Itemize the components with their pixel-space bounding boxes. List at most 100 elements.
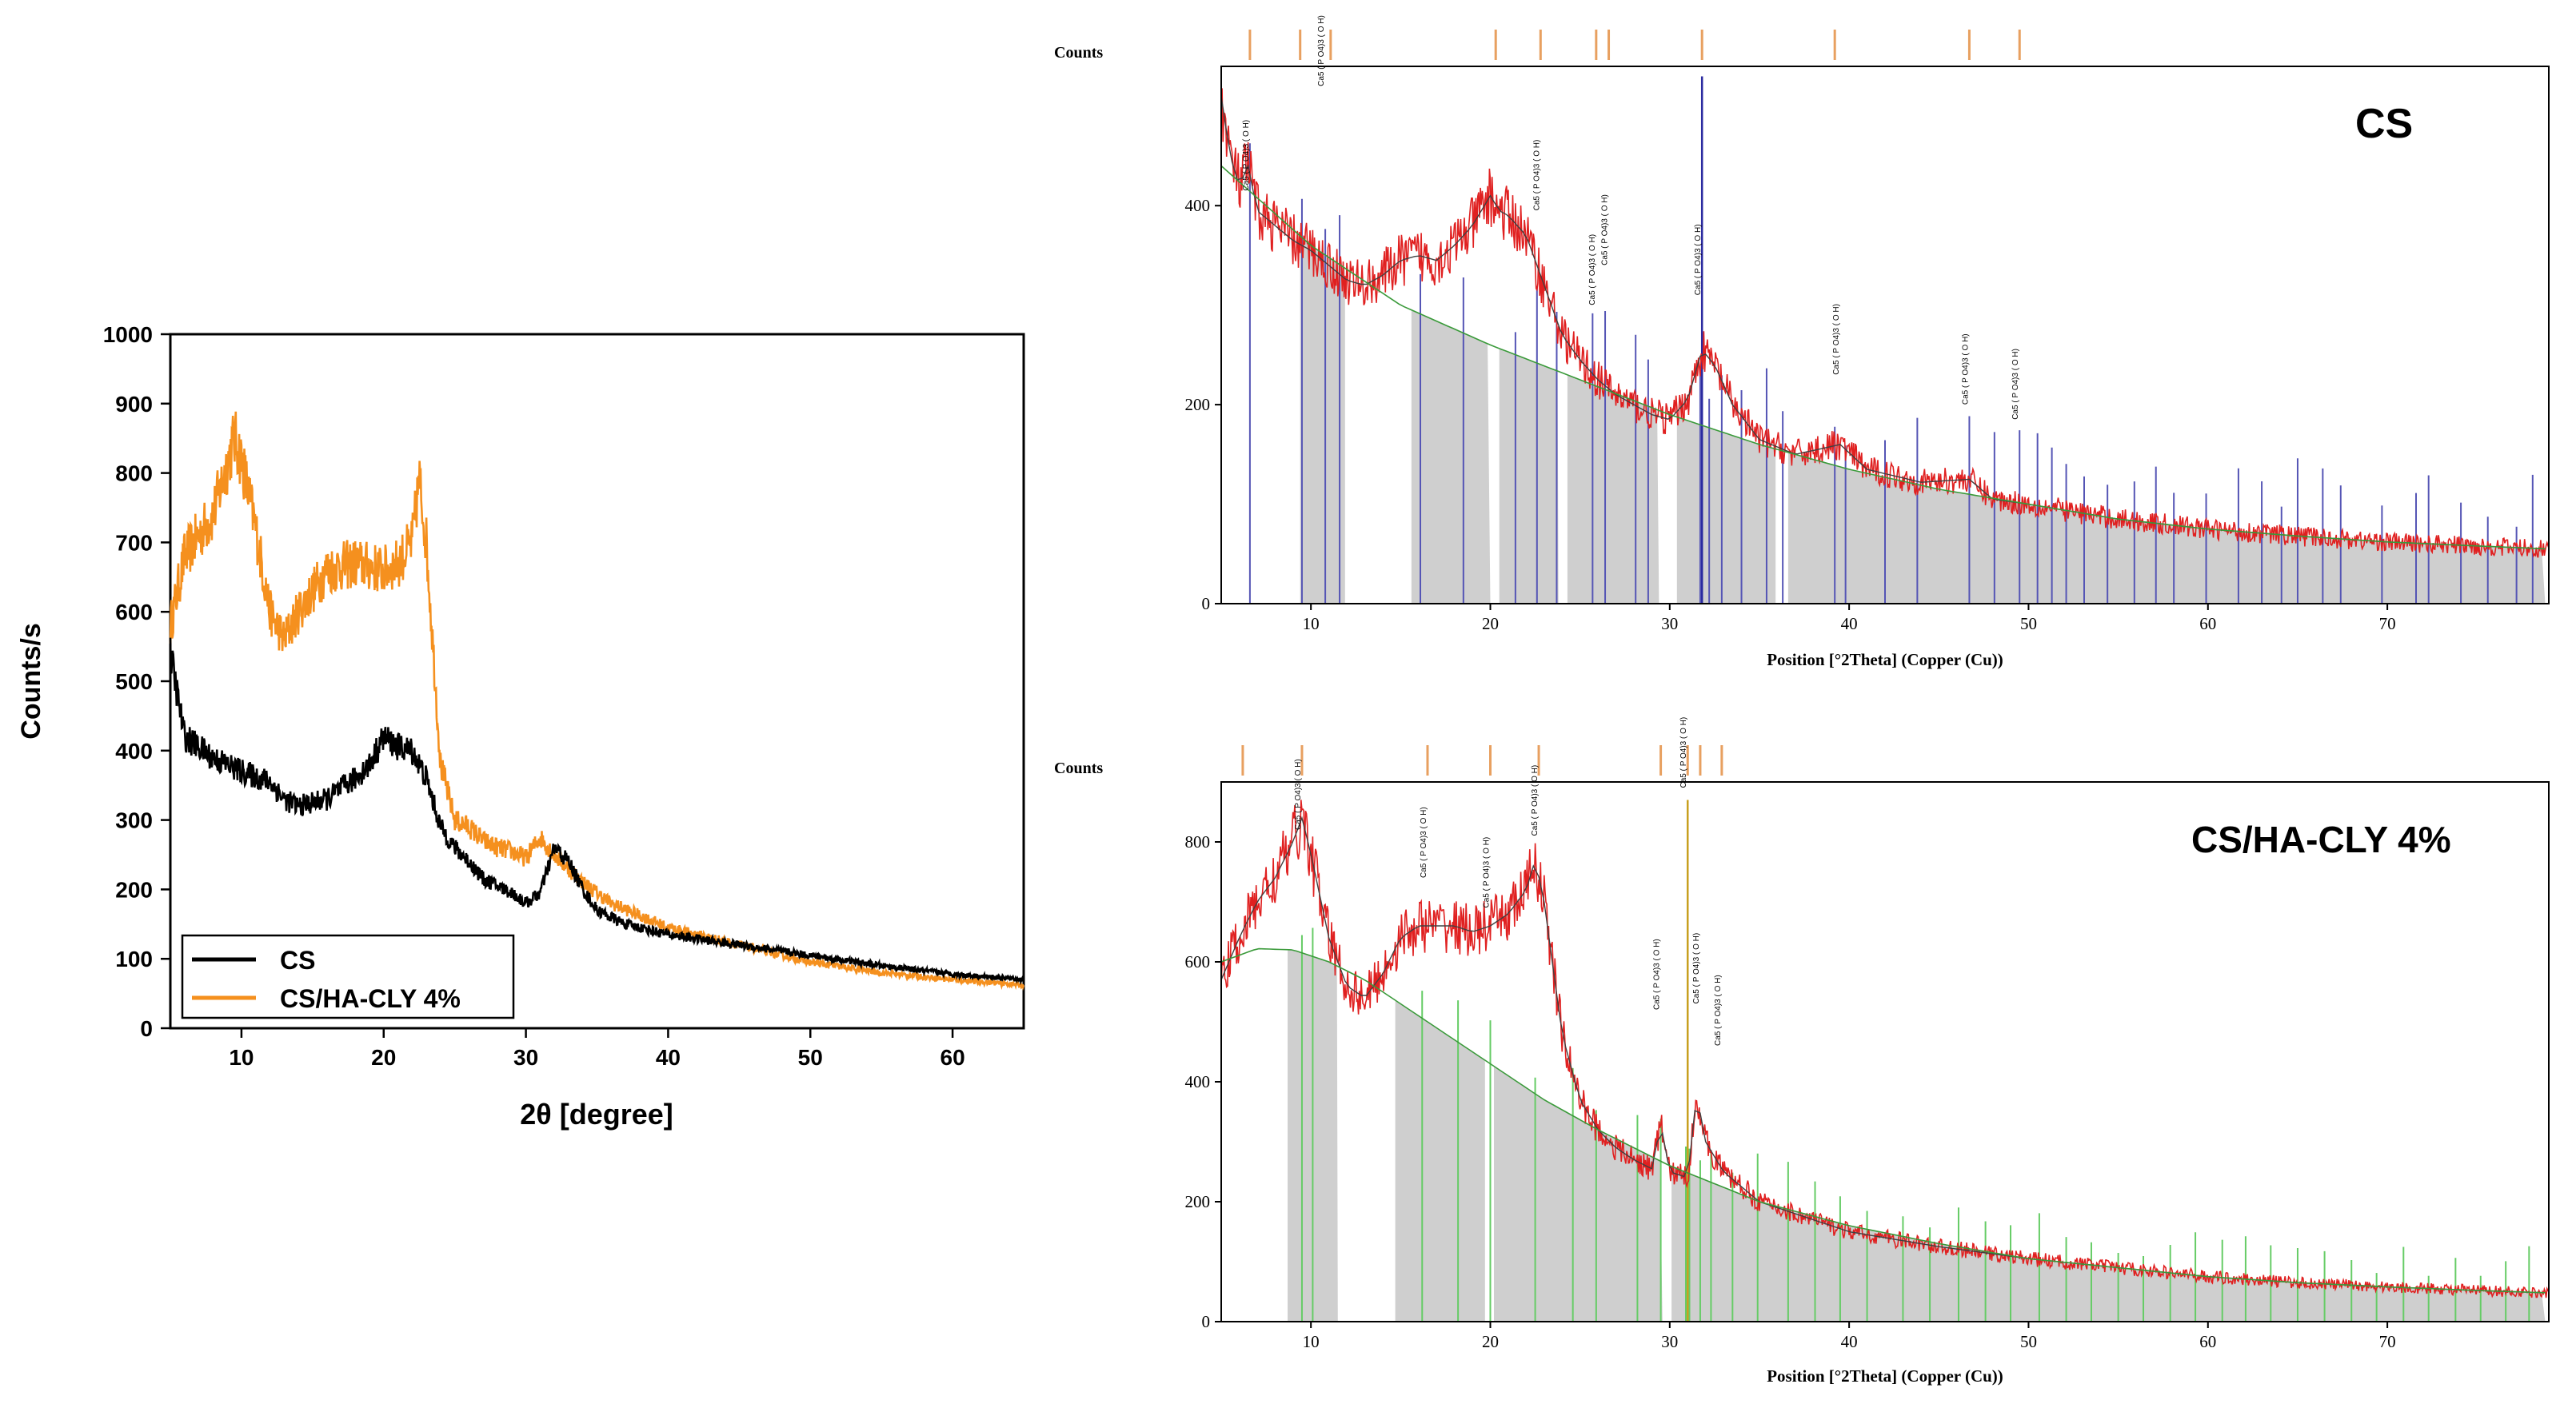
bottom-right-chart: Counts 0 200 400 600 800 10 20 30 40 50 60 70 Ca5 (…: [1054, 717, 2550, 1386]
tr-peak-label: Ca5 ( P O4)3 ( O H): [1242, 120, 1251, 191]
tr-x-tick-label: 10: [1303, 614, 1320, 633]
tr-peak-label: Ca5 ( P O4)3 ( O H): [1532, 140, 1541, 211]
br-peak-label: Ca5 ( P O4)3 ( O H): [1714, 975, 1723, 1046]
left-series-group: [169, 411, 1025, 991]
bottom-right-axis-ticks: 0 200 400 600 800 10 20 30 40 50 60 70: [1185, 832, 2396, 1351]
left-y-axis-label: Counts/s: [16, 623, 46, 739]
br-peak-label: Ca5 ( P O4)3 ( O H): [1692, 933, 1701, 1004]
tr-peak-label: Ca5 ( P O4)3 ( O H): [1601, 194, 1610, 265]
tr-peak-label: Ca5 ( P O4)3 ( O H): [1961, 333, 1970, 405]
tr-observed-line: [1220, 87, 2550, 558]
br-x-tick-label: 70: [2379, 1332, 2396, 1351]
top-right-peak-labels: Ca5 ( P O4)3 ( O H) Ca5 ( P O4)3 ( O H) Ca…: [1242, 15, 2020, 420]
br-y-tick-label: 600: [1185, 952, 1211, 971]
br-y-tick-label: 200: [1185, 1192, 1211, 1211]
bottom-right-peak-labels: Ca5 ( P O4)3 ( O H) Ca5 ( P O4)3 ( O H) Ca…: [1294, 717, 1723, 1046]
legend-label-cs: CS: [280, 946, 315, 975]
br-x-tick-label: 50: [2020, 1332, 2037, 1351]
left-y-tick-label: 300: [115, 808, 153, 833]
br-peak-label: Ca5 ( P O4)3 ( O H): [1679, 717, 1688, 788]
tr-gray-band: [1787, 452, 2546, 604]
tr-x-tick-label: 70: [2379, 614, 2396, 633]
bottom-right-top-markers: [1241, 745, 1723, 776]
br-y-tick-label: 0: [1202, 1312, 1211, 1331]
br-peak-label: Ca5 ( P O4)3 ( O H): [1483, 837, 1492, 908]
bottom-right-title: CS/HA-CLY 4%: [2191, 819, 2451, 860]
br-x-tick-label: 60: [2199, 1332, 2216, 1351]
left-y-tick-label: 600: [115, 600, 153, 624]
tr-peak-label: Ca5 ( P O4)3 ( O H): [1588, 234, 1597, 305]
left-legend-box: [181, 934, 515, 1019]
tr-gray-band: [1567, 374, 1659, 604]
tr-gray-band: [1411, 309, 1491, 604]
left-y-tick-label: 900: [115, 392, 153, 417]
tr-gray-band: [1499, 348, 1559, 604]
left-legend: CS CS/HA-CLY 4%: [181, 934, 515, 1019]
top-right-x-axis-label: Position [°2Theta] (Copper (Cu)): [1767, 650, 2003, 669]
bottom-right-plot-frame: [1220, 781, 2550, 1322]
top-right-chart: Counts 0 200 400 10 20 30 40 50 60 70 Ca5 ( P O4)…: [1054, 15, 2550, 669]
left-y-tick-label: 500: [115, 669, 153, 694]
left-y-tick-label: 800: [115, 461, 153, 486]
br-gray-band: [1671, 1166, 2546, 1322]
br-y-tick-label: 400: [1185, 1072, 1211, 1091]
bottom-right-y-axis-label: Counts: [1054, 760, 1103, 777]
br-x-tick-label: 20: [1482, 1332, 1499, 1351]
left-x-tick-label: 50: [798, 1045, 823, 1070]
br-peak-label: Ca5 ( P O4)3 ( O H): [1653, 939, 1662, 1010]
tr-peak-label: Ca5 ( P O4)3 ( O H): [2011, 349, 2020, 420]
top-right-y-axis-label: Counts: [1054, 44, 1103, 62]
left-y-tick-label: 400: [115, 739, 153, 764]
bottom-right-series-group: [1220, 800, 2550, 1298]
left-x-tick-label: 30: [513, 1045, 538, 1070]
br-x-tick-label: 30: [1661, 1332, 1678, 1351]
tr-x-tick-label: 30: [1661, 614, 1678, 633]
left-x-tick-label: 40: [656, 1045, 681, 1070]
br-peak-label: Ca5 ( P O4)3 ( O H): [1531, 765, 1540, 836]
br-gray-band: [1395, 1000, 1485, 1322]
left-axis-ticks: 0 100 200 300 400 500 600 700 800 900 1000 10 20 30 40…: [103, 322, 965, 1070]
tr-gray-band: [1300, 236, 1345, 604]
br-background-line: [1220, 947, 2546, 1294]
top-right-plot-frame: [1220, 66, 2550, 604]
legend-label-cs-ha-cly: CS/HA-CLY 4%: [280, 984, 461, 1013]
left-x-tick-label: 10: [229, 1045, 254, 1070]
tr-y-tick-label: 400: [1185, 196, 1211, 215]
tr-background-line: [1220, 165, 2546, 550]
left-y-tick-label: 200: [115, 877, 153, 902]
top-right-series-group: [1220, 87, 2550, 558]
top-right-gray-bands: [1300, 236, 2546, 604]
br-peak-label: Ca5 ( P O4)3 ( O H): [1294, 759, 1303, 830]
bottom-right-x-axis-label: Position [°2Theta] (Copper (Cu)): [1767, 1366, 2003, 1386]
tr-x-tick-label: 50: [2020, 614, 2037, 633]
top-right-reference-lines: [1248, 76, 2534, 604]
top-right-top-markers: [1248, 30, 2021, 60]
br-x-tick-label: 40: [1841, 1332, 1858, 1351]
br-gray-band: [1494, 1066, 1663, 1322]
bottom-right-reference-lines: [1300, 800, 2530, 1322]
tr-x-tick-label: 60: [2199, 614, 2216, 633]
left-y-tick-label: 100: [115, 947, 153, 971]
br-peak-label: Ca5 ( P O4)3 ( O H): [1420, 807, 1428, 878]
bottom-right-gray-bands: [1288, 949, 2546, 1322]
left-plot-frame: [169, 333, 1025, 1030]
tr-peak-label: Ca5 ( P O4)3 ( O H): [1317, 15, 1326, 86]
top-right-axis-ticks: 0 200 400 10 20 30 40 50 60 70: [1185, 196, 2396, 633]
left-x-tick-label: 60: [941, 1045, 965, 1070]
tr-peak-label: Ca5 ( P O4)3 ( O H): [1694, 224, 1703, 295]
tr-x-tick-label: 40: [1841, 614, 1858, 633]
left-x-axis-label: 2θ [degree]: [520, 1098, 673, 1131]
tr-x-tick-label: 20: [1482, 614, 1499, 633]
left-y-tick-label: 0: [140, 1016, 153, 1041]
left-series-line-cs-ha-cly: [169, 411, 1025, 991]
tr-peak-label: Ca5 ( P O4)3 ( O H): [1832, 304, 1841, 375]
br-x-tick-label: 10: [1303, 1332, 1320, 1351]
left-x-tick-label: 20: [371, 1045, 396, 1070]
left-series-line-cs: [169, 637, 1025, 986]
tr-y-tick-label: 200: [1185, 395, 1211, 414]
left-y-tick-label: 700: [115, 530, 153, 555]
br-y-tick-label: 800: [1185, 832, 1211, 852]
tr-y-tick-label: 0: [1202, 594, 1211, 613]
left-y-tick-label: 1000: [103, 322, 153, 347]
